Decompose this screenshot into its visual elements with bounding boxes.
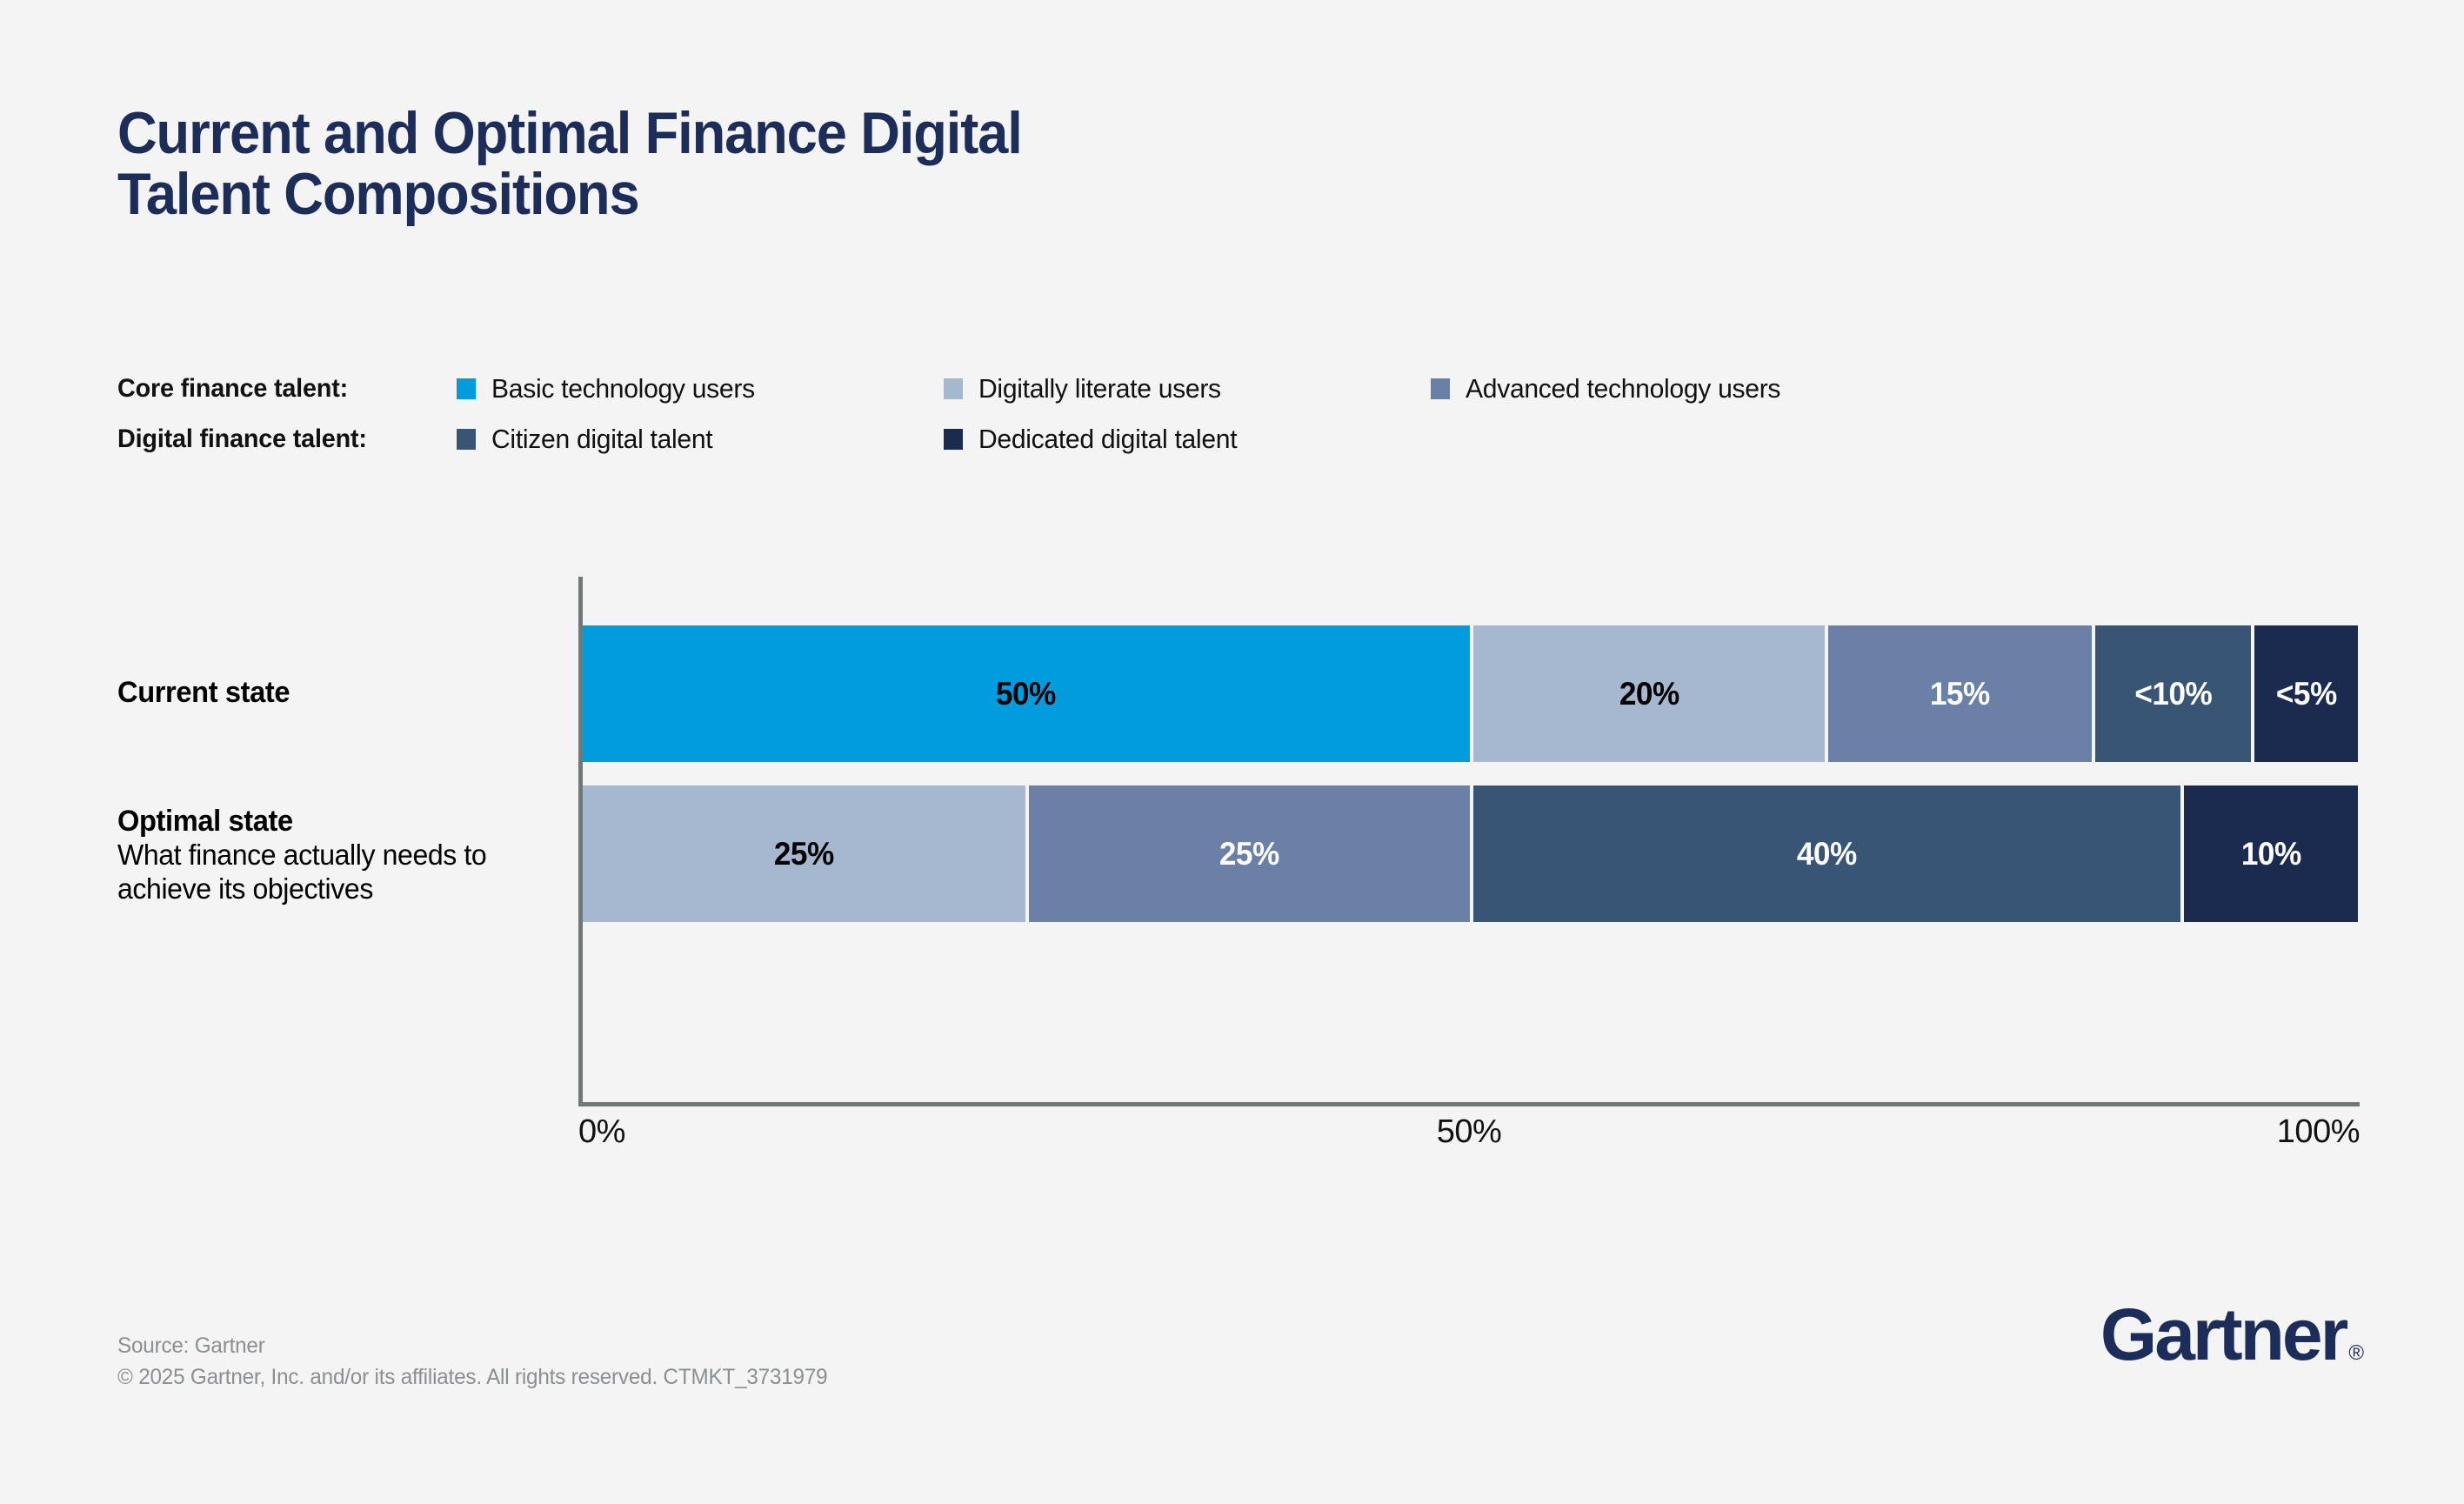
gartner-logo-wordmark: Gartner: [2100, 1293, 2348, 1375]
legend-swatch-citizen-digital-talent: [457, 429, 476, 450]
segment-optimal-citizen-digital-talent[interactable]: 40%: [1471, 785, 2182, 922]
legend-label-basic-technology-users: Basic technology users: [491, 373, 755, 404]
segment-current-basic-technology-users[interactable]: 50%: [583, 625, 1472, 762]
segment-current-citizen-digital-talent[interactable]: <10%: [2093, 625, 2254, 762]
footer-copyright: © 2025 Gartner, Inc. and/or its affiliat…: [117, 1364, 828, 1389]
plot-area: 50% 20% 15% <10% <5% 25% 25% 4: [578, 574, 2360, 1106]
segment-optimal-digitally-literate-users[interactable]: 25%: [583, 785, 1027, 922]
page-title: Current and Optimal Finance Digital Tale…: [117, 103, 1770, 224]
legend-group-label-digital: Digital finance talent:: [117, 424, 367, 453]
title-line-2: Talent Compositions: [117, 161, 640, 228]
category-label-optimal-state: Optimal state What finance actually need…: [117, 805, 552, 906]
segment-optimal-dedicated-digital-talent[interactable]: 10%: [2181, 785, 2360, 922]
category-label-current-state: Current state: [117, 676, 552, 710]
x-axis-tick-100: 100%: [2276, 1113, 2360, 1150]
legend-row-core-finance-talent: Core finance talent: Basic technology us…: [117, 364, 2344, 414]
legend-swatch-dedicated-digital-talent: [944, 429, 963, 450]
legend-swatch-advanced-technology-users: [1431, 378, 1450, 399]
title-line-1: Current and Optimal Finance Digital: [117, 100, 1023, 166]
bar-current-state: 50% 20% 15% <10% <5%: [583, 625, 2360, 762]
x-axis-tick-0: 0%: [578, 1113, 625, 1150]
legend-item-advanced-technology-users[interactable]: Advanced technology users: [1431, 373, 1790, 404]
legend-group-label-core: Core finance talent:: [117, 374, 349, 403]
segment-value-optimal-advanced-technology-users: 25%: [1219, 835, 1279, 872]
segment-value-current-citizen-digital-talent: <10%: [2133, 675, 2212, 712]
x-axis-line: [578, 1102, 2360, 1106]
category-title-current-state: Current state: [117, 676, 290, 709]
legend-swatch-basic-technology-users: [457, 378, 476, 399]
segment-value-optimal-dedicated-digital-talent: 10%: [2240, 835, 2301, 872]
category-title-optimal-state: Optimal state: [117, 805, 293, 838]
legend-label-citizen-digital-talent: Citizen digital talent: [491, 424, 713, 454]
legend-label-dedicated-digital-talent: Dedicated digital talent: [978, 424, 1238, 454]
legend-item-digitally-literate-users[interactable]: Digitally literate users: [944, 373, 1431, 404]
legend-swatch-digitally-literate-users: [944, 378, 963, 399]
segment-value-optimal-citizen-digital-talent: 40%: [1796, 835, 1857, 872]
segment-value-current-advanced-technology-users: 15%: [1929, 675, 1990, 712]
stacked-bar-chart: Current state Optimal state What finance…: [117, 574, 2360, 1150]
segment-current-digitally-literate-users[interactable]: 20%: [1471, 625, 1827, 762]
x-axis-tick-50: 50%: [1436, 1113, 1502, 1150]
segment-value-current-dedicated-digital-talent: <5%: [2275, 675, 2337, 712]
legend-label-digitally-literate-users: Digitally literate users: [978, 373, 1221, 404]
category-subtitle-optimal-state: What finance actually needs to achieve i…: [117, 839, 487, 906]
segment-current-dedicated-digital-talent[interactable]: <5%: [2253, 625, 2360, 762]
registered-trademark-icon: ®: [2348, 1341, 2364, 1365]
chart-legend: Core finance talent: Basic technology us…: [117, 364, 2344, 465]
legend-label-advanced-technology-users: Advanced technology users: [1466, 373, 1781, 404]
segment-optimal-advanced-technology-users[interactable]: 25%: [1026, 785, 1472, 922]
y-axis-line: [578, 577, 583, 1106]
segment-value-current-digitally-literate-users: 20%: [1619, 675, 1679, 712]
segment-value-current-basic-technology-users: 50%: [996, 675, 1057, 712]
segment-current-advanced-technology-users[interactable]: 15%: [1826, 625, 2093, 762]
legend-row-digital-finance-talent: Digital finance talent: Citizen digital …: [117, 414, 2344, 465]
segment-value-optimal-digitally-literate-users: 25%: [773, 835, 834, 872]
footer-source: Source: Gartner: [117, 1334, 265, 1358]
gartner-logo: Gartner ®: [2100, 1298, 2364, 1371]
legend-item-dedicated-digital-talent[interactable]: Dedicated digital talent: [944, 424, 1245, 455]
footer: Source: Gartner © 2025 Gartner, Inc. and…: [117, 1331, 1683, 1393]
bar-optimal-state: 25% 25% 40% 10%: [583, 785, 2360, 922]
legend-item-basic-technology-users[interactable]: Basic technology users: [457, 373, 944, 404]
legend-item-citizen-digital-talent[interactable]: Citizen digital talent: [457, 424, 944, 455]
